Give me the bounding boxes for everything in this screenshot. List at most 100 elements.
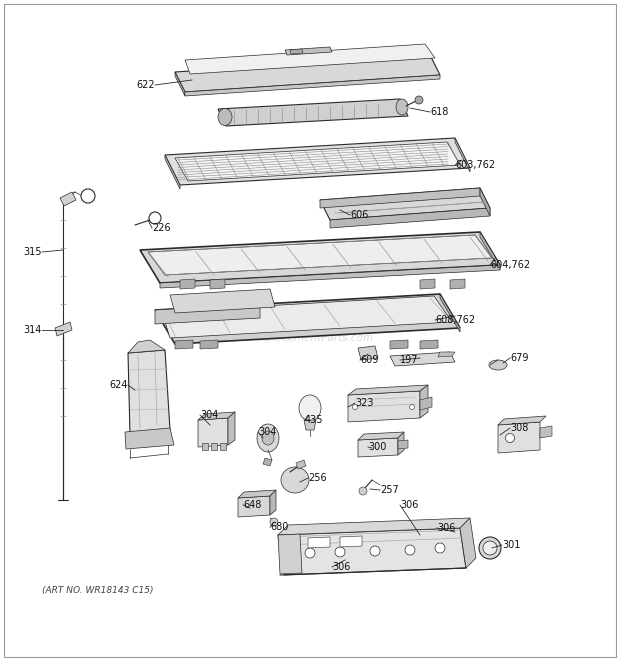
Polygon shape — [185, 75, 440, 96]
Polygon shape — [480, 232, 500, 270]
Ellipse shape — [483, 541, 497, 555]
Ellipse shape — [415, 96, 423, 104]
Text: eReplacementParts.com: eReplacementParts.com — [246, 333, 374, 343]
Ellipse shape — [479, 537, 501, 559]
Polygon shape — [165, 155, 180, 189]
Ellipse shape — [270, 518, 278, 526]
Polygon shape — [160, 265, 500, 288]
Polygon shape — [398, 440, 408, 449]
Polygon shape — [296, 460, 306, 469]
Polygon shape — [304, 420, 316, 430]
Polygon shape — [128, 350, 170, 435]
Polygon shape — [155, 294, 460, 344]
Polygon shape — [210, 279, 225, 289]
Polygon shape — [278, 534, 302, 574]
Polygon shape — [55, 322, 72, 336]
Polygon shape — [498, 422, 540, 453]
Polygon shape — [125, 428, 174, 449]
Polygon shape — [180, 279, 195, 289]
Polygon shape — [498, 416, 546, 425]
Text: 308: 308 — [510, 423, 528, 433]
Text: 226: 226 — [152, 223, 171, 233]
Polygon shape — [165, 138, 470, 185]
Text: 306: 306 — [437, 523, 455, 533]
Ellipse shape — [370, 546, 380, 556]
Ellipse shape — [405, 545, 415, 555]
Polygon shape — [420, 397, 432, 410]
Polygon shape — [128, 340, 165, 353]
Polygon shape — [155, 304, 260, 324]
Polygon shape — [170, 289, 275, 313]
Text: 618: 618 — [430, 107, 448, 117]
Text: (ART NO. WR18143 C15): (ART NO. WR18143 C15) — [42, 586, 154, 594]
Text: 197: 197 — [400, 355, 419, 365]
Text: 679: 679 — [510, 353, 528, 363]
Polygon shape — [290, 49, 303, 54]
Polygon shape — [60, 192, 76, 206]
Text: 304: 304 — [200, 410, 218, 420]
Polygon shape — [285, 47, 332, 55]
Polygon shape — [140, 232, 500, 283]
Ellipse shape — [335, 547, 345, 557]
Ellipse shape — [262, 431, 274, 445]
Text: 435: 435 — [305, 415, 324, 425]
Ellipse shape — [281, 467, 309, 493]
Ellipse shape — [396, 99, 408, 115]
Text: 624: 624 — [110, 380, 128, 390]
Polygon shape — [358, 432, 404, 440]
Polygon shape — [175, 55, 440, 92]
Polygon shape — [175, 142, 460, 181]
Text: 622: 622 — [136, 80, 155, 90]
Polygon shape — [390, 340, 408, 349]
Text: 648: 648 — [243, 500, 262, 510]
Polygon shape — [420, 385, 428, 418]
Polygon shape — [420, 279, 435, 289]
Ellipse shape — [218, 108, 232, 126]
Ellipse shape — [359, 487, 367, 495]
Ellipse shape — [505, 434, 515, 442]
Text: 306: 306 — [400, 500, 419, 510]
Polygon shape — [330, 208, 490, 228]
Text: 603,762: 603,762 — [455, 160, 495, 170]
Ellipse shape — [299, 395, 321, 421]
Polygon shape — [162, 296, 452, 338]
Text: 300: 300 — [368, 442, 386, 452]
Polygon shape — [440, 294, 460, 332]
Text: 606: 606 — [350, 210, 368, 220]
Polygon shape — [540, 426, 552, 438]
Polygon shape — [278, 528, 466, 575]
Ellipse shape — [435, 543, 445, 553]
Polygon shape — [390, 352, 455, 366]
Ellipse shape — [353, 405, 358, 410]
Text: 256: 256 — [308, 473, 327, 483]
Text: 604,762: 604,762 — [490, 260, 530, 270]
Text: 323: 323 — [355, 398, 373, 408]
Polygon shape — [340, 536, 362, 547]
Text: 314: 314 — [24, 325, 42, 335]
Polygon shape — [480, 188, 490, 216]
Polygon shape — [263, 458, 272, 466]
Polygon shape — [348, 385, 428, 395]
Polygon shape — [175, 340, 193, 349]
Polygon shape — [420, 340, 438, 349]
Ellipse shape — [257, 424, 279, 452]
FancyBboxPatch shape — [4, 4, 616, 657]
Polygon shape — [438, 352, 455, 357]
Polygon shape — [198, 412, 235, 420]
Polygon shape — [202, 443, 208, 450]
Polygon shape — [270, 490, 276, 515]
Polygon shape — [198, 418, 228, 447]
Text: 301: 301 — [502, 540, 520, 550]
Polygon shape — [348, 391, 420, 422]
Polygon shape — [220, 443, 226, 450]
Polygon shape — [200, 340, 218, 349]
Text: 257: 257 — [380, 485, 399, 495]
Ellipse shape — [81, 189, 95, 203]
Text: 304: 304 — [258, 427, 277, 437]
Text: 680: 680 — [270, 522, 288, 532]
Polygon shape — [148, 235, 492, 275]
Polygon shape — [278, 518, 470, 535]
Ellipse shape — [489, 360, 507, 370]
Text: 306: 306 — [332, 562, 350, 572]
Polygon shape — [320, 188, 490, 220]
